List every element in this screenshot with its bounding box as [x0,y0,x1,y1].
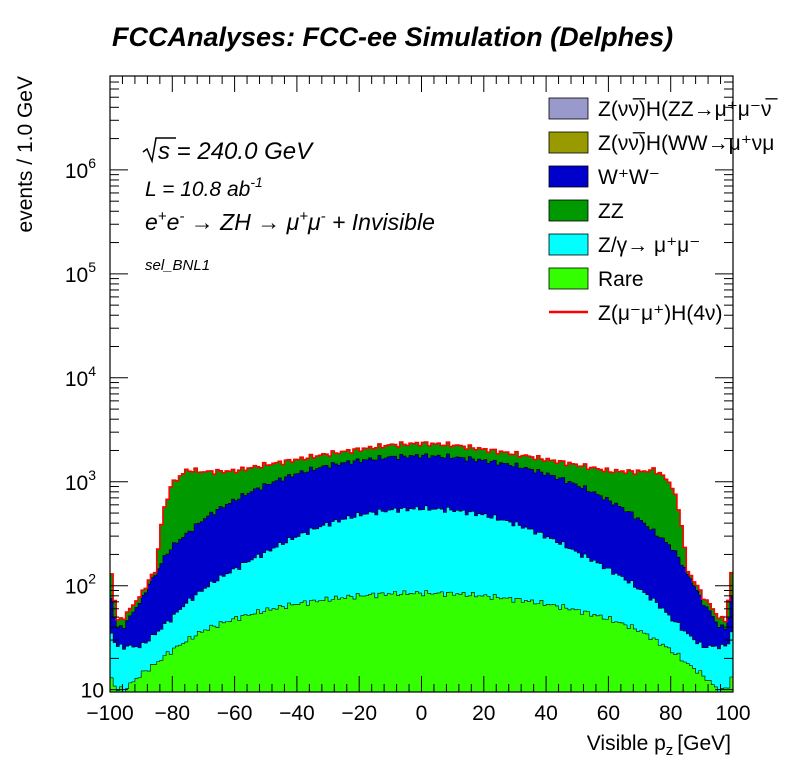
legend-swatch [548,165,589,188]
stacked-histograms [110,441,733,692]
x-tick-label: 100 [715,702,750,725]
annotation-process: e+e- → ZH → μ+μ- + Invisible [145,208,435,235]
annotation-energy: s = 240.0 GeV [142,137,314,165]
annotation-selection: sel_BNL1 [145,257,210,274]
legend-swatch [548,267,589,290]
signal-histogram [110,441,733,623]
legend-swatch [548,97,589,120]
x-tick-label: −40 [279,702,315,725]
y-tick-label: 103 [65,467,96,495]
y-tick-label: 106 [65,155,96,183]
signal-line [110,441,733,623]
legend-entry: Rare [548,267,644,291]
legend-label: Z(νν̅)H(ZZ→μ⁺μ⁻ν̅ [598,98,778,121]
legend: Z(νν̅)H(ZZ→μ⁺μ⁻ν̅ Z(νν̅)H(WW→μ⁺νμ W⁺W⁻ ZZ Z/… [548,97,778,325]
legend-entry: Z(νν̅)H(ZZ→μ⁺μ⁻ν̅ [548,97,778,121]
x-tick-labels: −100 −80 −60 −40 −20 0 20 40 60 80 100 [86,702,750,725]
sqrt-symbol [142,137,176,164]
legend-entry: W⁺W⁻ [548,165,660,189]
legend-label: Rare [598,268,644,291]
y-tick-label: 104 [65,363,96,391]
x-tick-label: −20 [341,702,377,725]
chart-title: FCCAnalyses: FCC-ee Simulation (Delphes) [112,22,673,52]
x-axis-label: Visible pz [GeV] [587,732,731,759]
x-tick-label: −80 [154,702,190,725]
legend-label: ZZ [598,200,624,223]
x-tick-label: 0 [416,702,428,725]
legend-entry: Z/γ→ μ⁺μ⁻ [548,233,700,257]
legend-label: Z/γ→ μ⁺μ⁻ [598,234,700,257]
legend-label: W⁺W⁻ [598,166,660,189]
x-tick-label: 40 [534,702,557,725]
x-tick-label: −60 [217,702,253,725]
y-tick-label: 105 [65,259,96,287]
x-tick-label: 20 [472,702,495,725]
legend-swatch [548,131,589,154]
series-0 [110,590,733,692]
x-tick-label: 60 [597,702,620,725]
svg-text:s = 240.0 GeV: s = 240.0 GeV [158,138,314,165]
legend-entry: Z(νν̅)H(WW→μ⁺νμ [548,131,774,155]
y-tick-label: 10 [81,680,104,703]
legend-label: Z(νν̅)H(WW→μ⁺νμ [598,132,774,155]
x-tick-label: −100 [86,702,133,725]
x-tick-label: 80 [659,702,682,725]
legend-swatch [548,233,589,256]
axis-ticks [109,75,734,692]
legend-label: Z(μ⁻μ⁺)H(4ν) [598,302,723,325]
legend-entry: ZZ [548,199,624,223]
y-axis-label: events / 1.0 GeV [14,76,37,232]
y-tick-label: 102 [65,571,96,599]
y-tick-labels: 10 102 103 104 105 106 [65,155,104,703]
legend-swatch [548,199,589,222]
annotation-luminosity: L = 10.8 ab-1 [145,174,263,201]
legend-entry: Z(μ⁻μ⁺)H(4ν) [549,302,723,325]
